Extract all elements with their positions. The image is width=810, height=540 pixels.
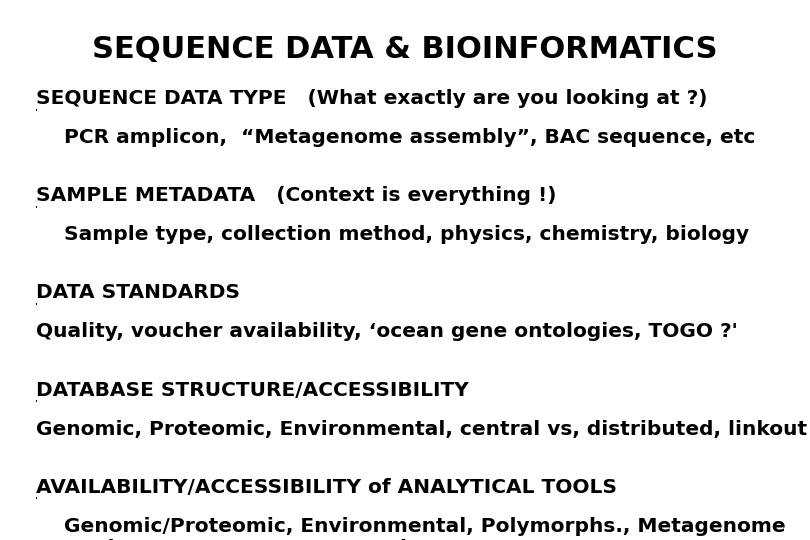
Text: PCR amplicon,  “Metagenome assembly”, BAC sequence, etc: PCR amplicon, “Metagenome assembly”, BAC… <box>36 128 756 147</box>
Text: Genomic/Proteomic, Environmental, Polymorphs., Metagenome
    Analyses., Data cr: Genomic/Proteomic, Environmental, Polymo… <box>36 517 786 540</box>
Text: SAMPLE METADATA   (Context is everything !): SAMPLE METADATA (Context is everything !… <box>36 186 557 205</box>
Text: Quality, voucher availability, ‘ocean gene ontologies, TOGO ?': Quality, voucher availability, ‘ocean ge… <box>36 322 738 341</box>
Text: AVAILABILITY/ACCESSIBILITY of ANALYTICAL TOOLS: AVAILABILITY/ACCESSIBILITY of ANALYTICAL… <box>36 478 617 497</box>
Text: DATA STANDARDS: DATA STANDARDS <box>36 284 241 302</box>
Text: DATABASE STRUCTURE/ACCESSIBILITY: DATABASE STRUCTURE/ACCESSIBILITY <box>36 381 469 400</box>
Text: Sample type, collection method, physics, chemistry, biology: Sample type, collection method, physics,… <box>36 225 749 244</box>
Text: SEQUENCE DATA TYPE   (What exactly are you looking at ?): SEQUENCE DATA TYPE (What exactly are you… <box>36 89 708 108</box>
Text: Genomic, Proteomic, Environmental, central vs, distributed, linkout: Genomic, Proteomic, Environmental, centr… <box>36 420 808 438</box>
Text: SEQUENCE DATA & BIOINFORMATICS: SEQUENCE DATA & BIOINFORMATICS <box>92 35 718 64</box>
